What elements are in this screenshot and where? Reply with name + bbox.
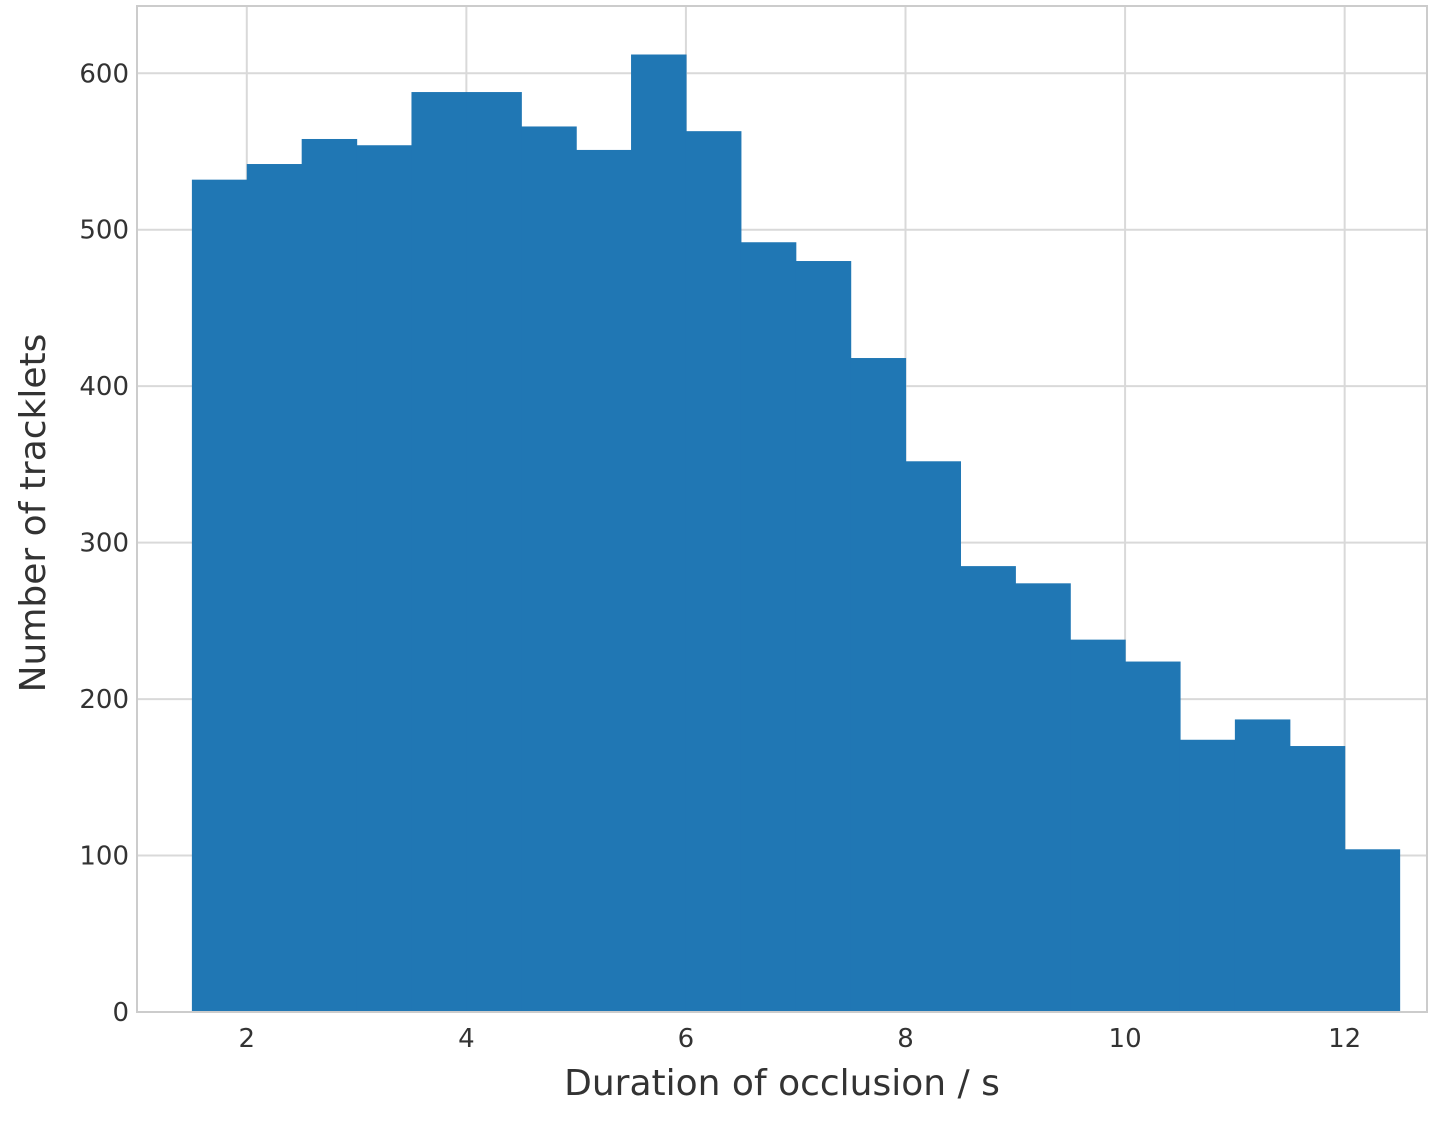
histogram-bar [740, 242, 797, 1012]
histogram-bar [1015, 583, 1071, 1012]
histogram-bar [1289, 746, 1346, 1012]
y-tick-label: 200 [79, 685, 129, 715]
histogram-bar [246, 164, 303, 1012]
histogram-bar [356, 145, 413, 1013]
x-tick-label: 10 [1109, 1024, 1142, 1054]
x-tick-label: 6 [678, 1024, 695, 1054]
histogram-bar [191, 179, 248, 1013]
histogram-bar [631, 54, 687, 1012]
histogram-bar [1344, 849, 1401, 1012]
y-tick-labels: 0 100 200 300 400 500 600 [79, 59, 129, 1028]
x-axis-title: Duration of occlusion / s [564, 1063, 1000, 1104]
histogram-bar [795, 261, 852, 1012]
y-axis-title: Number of tracklets [13, 334, 54, 693]
histogram-bar [1070, 639, 1126, 1012]
histogram-bar [411, 92, 467, 1013]
histogram-bar [466, 92, 522, 1013]
histogram-bar [960, 566, 1016, 1012]
histogram-bar [685, 131, 742, 1012]
y-tick-label: 100 [79, 842, 129, 872]
x-tick-label: 2 [239, 1024, 256, 1054]
histogram-bar [1234, 719, 1291, 1012]
y-tick-label: 0 [112, 998, 129, 1028]
x-tick-label: 8 [897, 1024, 914, 1054]
y-tick-label: 600 [79, 59, 129, 89]
histogram-bar [576, 149, 632, 1012]
axes-frame [136, 5, 1428, 1013]
y-tick-label: 400 [79, 372, 129, 402]
x-tick-label: 12 [1328, 1024, 1361, 1054]
histogram-bar [850, 358, 907, 1013]
bars-layer [191, 54, 1401, 1013]
histogram-bar [1125, 661, 1181, 1012]
x-tick-label: 4 [458, 1024, 475, 1054]
x-tick-labels: 2 4 6 8 10 12 [239, 1024, 1362, 1054]
histogram-bar [301, 138, 358, 1012]
histogram-bar [905, 461, 962, 1012]
histogram-bar [1179, 739, 1236, 1012]
y-tick-label: 300 [79, 529, 129, 559]
histogram-bar [521, 126, 577, 1013]
y-tick-label: 500 [79, 216, 129, 246]
